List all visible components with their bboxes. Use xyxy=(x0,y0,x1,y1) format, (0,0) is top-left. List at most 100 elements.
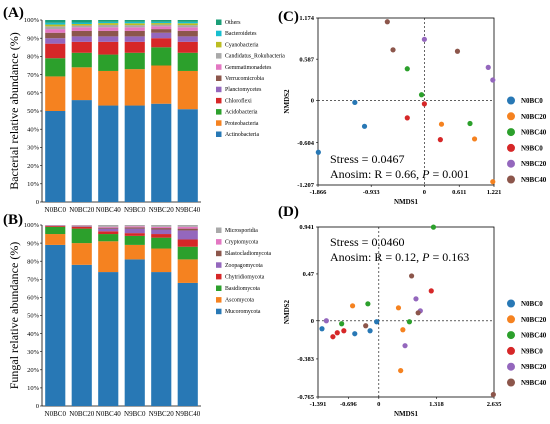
b-bar-segment xyxy=(98,272,119,406)
b-bar-segment xyxy=(124,235,145,245)
b-y-axis-label: Fungal relative abundance (%) xyxy=(7,242,21,390)
c-data-point xyxy=(421,36,427,42)
b-legend-label: Microsporidia xyxy=(225,228,258,234)
b-x-tick-label: N9BC20 xyxy=(149,410,174,418)
c-x-tick-label: 0 xyxy=(423,189,426,196)
d-data-point xyxy=(334,330,340,336)
b-legend-swatch xyxy=(216,297,222,303)
d-y-tick-label: 0 xyxy=(311,318,314,325)
c-y-tick-label: -0.604 xyxy=(297,140,315,147)
a-bar-segment xyxy=(45,38,66,44)
a-bar-segment xyxy=(98,105,119,202)
a-bar-segment xyxy=(124,36,145,42)
b-y-tick-label: 40% xyxy=(27,331,40,338)
b-bar-segment xyxy=(71,226,92,227)
b-bar-segment xyxy=(177,282,198,406)
c-legend-marker xyxy=(507,96,515,105)
d-legend-label: N9BC0 xyxy=(521,347,543,355)
c-legend-marker xyxy=(507,175,515,184)
a-bar-segment xyxy=(151,103,172,202)
a-bar-segment xyxy=(71,67,92,101)
c-data-point xyxy=(418,92,425,98)
a-x-tick-label: N0BC20 xyxy=(69,206,94,214)
a-bar-segment xyxy=(71,25,92,28)
b-y-tick-label: 10% xyxy=(27,385,40,392)
c-data-point xyxy=(315,149,321,155)
b-x-tick-label: N0BC20 xyxy=(69,410,94,418)
d-data-point xyxy=(400,327,406,333)
b-legend-swatch xyxy=(216,285,222,291)
a-bar-segment xyxy=(177,30,198,37)
a-bar-segment xyxy=(98,21,119,24)
a-x-tick-label: N9BC40 xyxy=(175,206,200,214)
a-bar-segment xyxy=(124,52,145,70)
b-bar-segment xyxy=(98,226,119,228)
b-y-tick-label: 20% xyxy=(27,367,40,374)
d-data-point xyxy=(413,296,419,302)
d-data-point xyxy=(398,367,404,374)
b-bar-segment xyxy=(71,225,92,227)
a-legend-label: Verrucomicrobia xyxy=(225,76,264,82)
d-legend-label: N0BC0 xyxy=(521,300,543,308)
a-bar-segment xyxy=(71,22,92,25)
a-bar-segment xyxy=(177,25,198,28)
a-bar-segment xyxy=(71,52,92,68)
a-legend-swatch xyxy=(216,19,222,25)
c-data-point xyxy=(404,115,410,121)
a-bar-segment xyxy=(177,21,198,24)
a-bar-segment xyxy=(177,52,198,71)
d-legend-marker xyxy=(507,315,515,324)
a-bar-segment xyxy=(151,24,172,27)
a-y-tick-label: 70% xyxy=(27,72,40,79)
a-y-tick-label: 60% xyxy=(27,90,40,97)
a-bar-segment xyxy=(177,20,198,22)
a-bar-segment xyxy=(177,27,198,31)
a-bar-segment xyxy=(151,21,172,24)
a-bar-segment xyxy=(45,26,66,30)
a-legend-swatch xyxy=(216,109,222,115)
d-x-tick-label: -0.696 xyxy=(340,401,358,408)
a-y-tick-label: 40% xyxy=(27,126,40,133)
c-legend-label: N9BC0 xyxy=(521,144,543,152)
b-bar-segment xyxy=(45,234,66,245)
c-y-tick-label: 0 xyxy=(311,98,314,105)
a-bar-segment xyxy=(98,36,119,42)
b-panel-label: (B) xyxy=(3,212,23,228)
d-y-tick-label: 0.941 xyxy=(299,224,314,231)
a-bar-segment xyxy=(151,32,172,39)
b-bar-segment xyxy=(124,244,145,260)
c-data-point xyxy=(490,179,496,185)
c-x-tick-label: 1.221 xyxy=(487,189,502,196)
d-legend-marker xyxy=(507,299,515,308)
a-bar-segment xyxy=(124,30,145,37)
c-legend-label: N9BC40 xyxy=(521,176,547,184)
b-legend-swatch xyxy=(216,308,222,315)
a-bar-segment xyxy=(71,27,92,31)
c-data-point xyxy=(454,48,461,54)
a-bar-segment xyxy=(98,27,119,31)
c-data-point xyxy=(438,121,445,127)
b-bar-segment xyxy=(98,227,119,229)
a-bar-segment xyxy=(124,69,145,106)
d-data-point xyxy=(339,321,345,327)
d-x-tick-label: 1.318 xyxy=(429,401,444,408)
a-bar-segment xyxy=(124,23,145,26)
a-y-tick-label: 50% xyxy=(27,108,40,115)
a-bar-segment xyxy=(71,36,92,42)
c-legend-marker xyxy=(507,112,515,121)
b-x-tick-label: N0BC0 xyxy=(45,410,67,418)
b-bar-segment xyxy=(45,225,66,227)
d-x-tick-label: 2.635 xyxy=(487,401,502,408)
c-y-tick-label: 1.174 xyxy=(299,15,314,22)
b-legend-label: Cryptomycota xyxy=(225,240,259,246)
d-y-tick-label: 0.47 xyxy=(303,271,315,278)
d-legend-label: N9BC20 xyxy=(521,363,547,371)
b-bar-segment xyxy=(177,226,198,229)
c-x-tick-label: -1.866 xyxy=(310,189,328,196)
c-legend-label: N9BC20 xyxy=(521,160,547,168)
c-data-point xyxy=(404,66,410,72)
b-legend-swatch xyxy=(216,250,222,257)
c-legend-label: N0BC0 xyxy=(521,97,543,105)
a-bar-segment xyxy=(177,109,198,202)
a-y-tick-label: 0 xyxy=(36,199,39,206)
